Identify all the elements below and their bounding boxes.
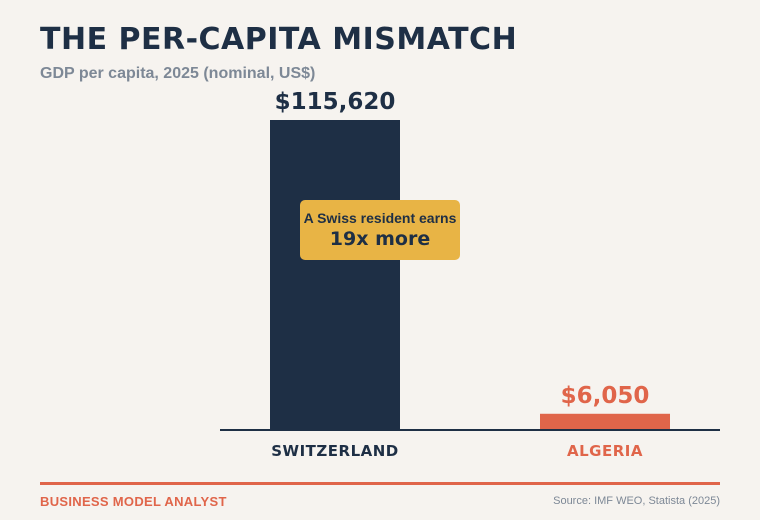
category-label-algeria: ALGERIA [567,442,643,460]
source-note: Source: IMF WEO, Statista (2025) [553,495,720,507]
bar-chart: $115,620 SWITZERLAND $6,050 ALGERIA [220,89,720,460]
callout-text: A Swiss resident earns [303,209,457,226]
value-label-algeria: $6,050 [561,383,650,409]
callout-ratio: 19x more [329,227,431,250]
value-label-switzerland: $115,620 [275,89,396,115]
chart-title: THE PER-CAPITA MISMATCH [40,22,518,57]
chart-subtitle: GDP per capita, 2025 (nominal, US$) [40,65,316,82]
bar-switzerland [270,120,400,430]
brand-name: BUSINESS MODEL ANALYST [40,494,227,509]
bar-algeria [540,413,670,430]
ratio-callout: A Swiss resident earns 19x more [300,200,460,260]
category-label-switzerland: SWITZERLAND [271,442,399,460]
footer-divider [40,482,720,485]
